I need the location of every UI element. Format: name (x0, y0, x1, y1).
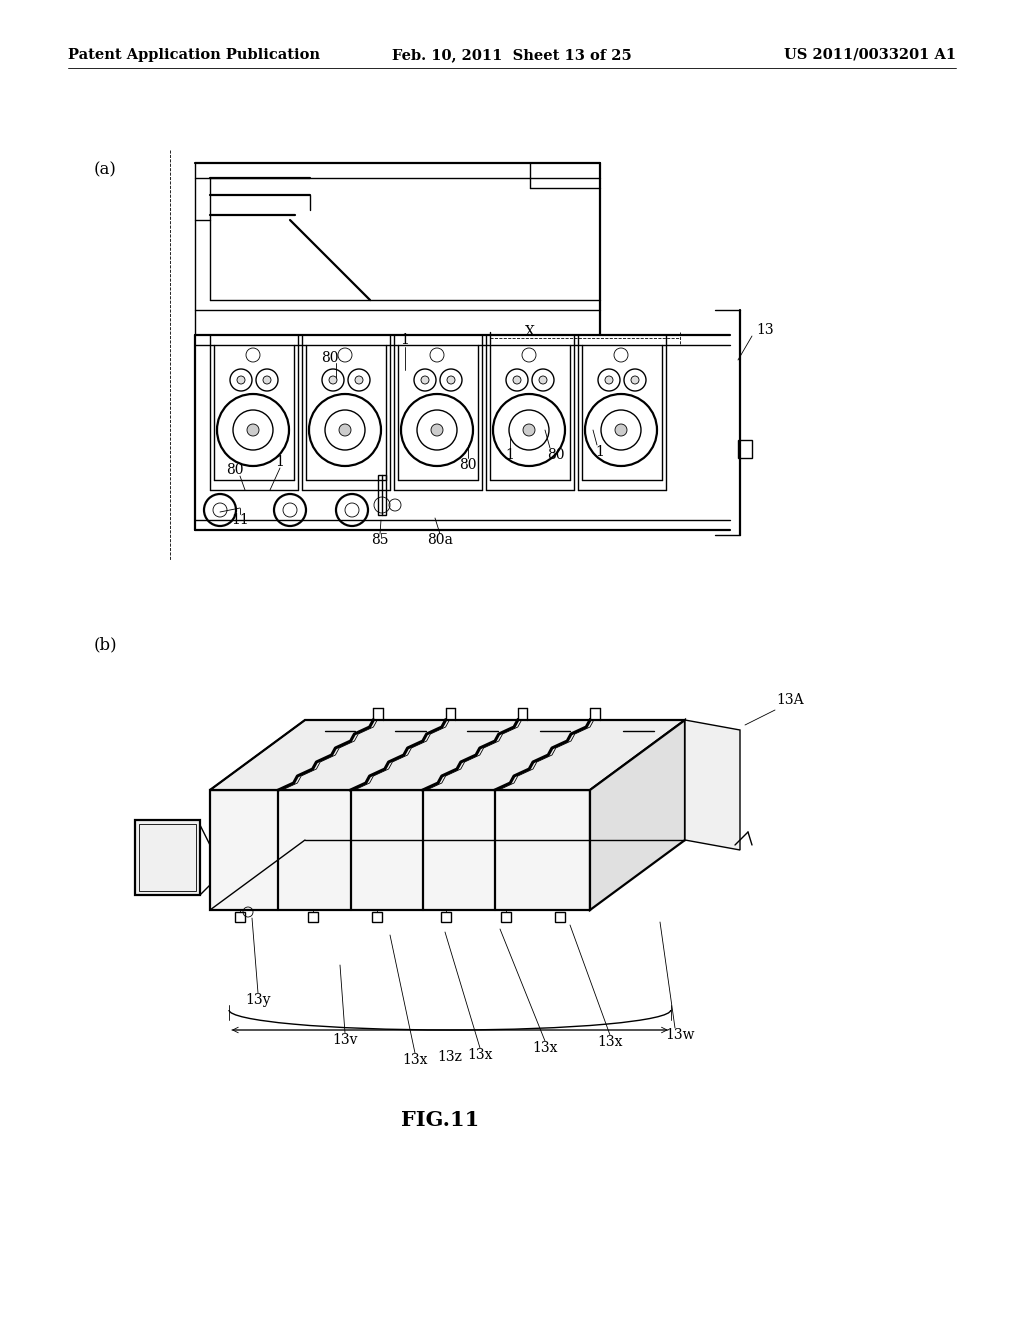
Text: (b): (b) (93, 636, 117, 653)
Bar (555, 912, 564, 921)
Text: 13x: 13x (402, 1053, 428, 1067)
Text: 80a: 80a (427, 533, 453, 546)
Text: 13w: 13w (666, 1028, 694, 1041)
Bar (378, 475, 386, 515)
Circle shape (355, 376, 362, 384)
Circle shape (513, 376, 521, 384)
Text: FIG.11: FIG.11 (400, 1110, 479, 1130)
Text: 13v: 13v (332, 1034, 357, 1047)
Text: US 2011/0033201 A1: US 2011/0033201 A1 (784, 48, 956, 62)
Polygon shape (210, 719, 685, 789)
Bar (139, 824, 196, 891)
Circle shape (247, 424, 259, 436)
Text: 11: 11 (231, 513, 249, 527)
Text: X: X (525, 325, 535, 339)
Text: 13y: 13y (246, 993, 270, 1007)
Text: 13x: 13x (467, 1048, 493, 1063)
Bar (372, 912, 382, 921)
Circle shape (523, 424, 535, 436)
Text: Patent Application Publication: Patent Application Publication (68, 48, 319, 62)
Text: 13x: 13x (532, 1041, 558, 1055)
Bar (738, 440, 752, 458)
Text: 80: 80 (547, 447, 565, 462)
Bar (307, 912, 317, 921)
Text: 85: 85 (372, 533, 389, 546)
Circle shape (631, 376, 639, 384)
Polygon shape (590, 719, 685, 909)
Text: 1: 1 (596, 445, 604, 459)
Circle shape (263, 376, 271, 384)
Circle shape (605, 376, 613, 384)
Text: 1: 1 (400, 333, 410, 347)
Bar (135, 820, 200, 895)
Text: 13x: 13x (597, 1035, 623, 1049)
Circle shape (539, 376, 547, 384)
Circle shape (431, 424, 443, 436)
Circle shape (447, 376, 455, 384)
Circle shape (615, 424, 627, 436)
Text: 80: 80 (322, 351, 339, 366)
Bar (440, 912, 451, 921)
Text: 80: 80 (226, 463, 244, 477)
Text: 13z: 13z (437, 1049, 462, 1064)
Circle shape (421, 376, 429, 384)
Text: 1: 1 (506, 447, 514, 462)
Text: 1: 1 (275, 455, 285, 469)
Circle shape (329, 376, 337, 384)
Circle shape (237, 376, 245, 384)
Text: 13A: 13A (776, 693, 804, 708)
Polygon shape (685, 719, 740, 850)
Text: 13: 13 (756, 323, 774, 337)
Text: (a): (a) (93, 161, 117, 178)
Polygon shape (210, 789, 590, 909)
Bar (502, 912, 511, 921)
Text: 80: 80 (459, 458, 477, 473)
Circle shape (339, 424, 351, 436)
Bar (236, 912, 246, 921)
Text: Feb. 10, 2011  Sheet 13 of 25: Feb. 10, 2011 Sheet 13 of 25 (392, 48, 632, 62)
